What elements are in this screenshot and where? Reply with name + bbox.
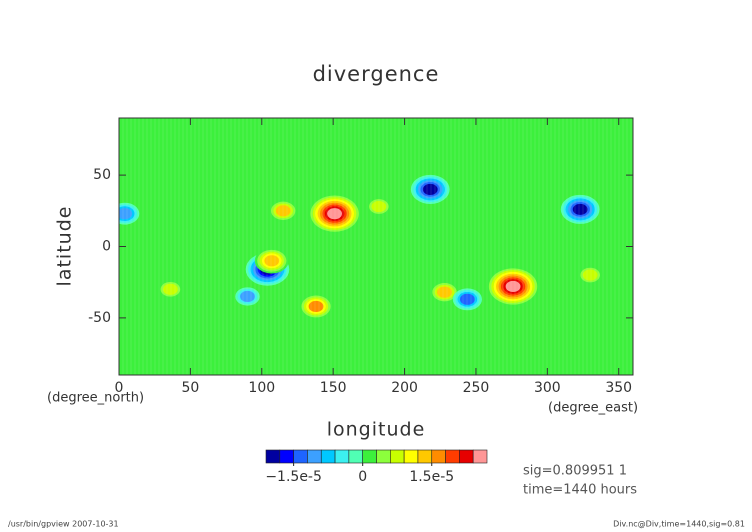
colorbar-box: [459, 449, 474, 464]
contour-region: [572, 203, 588, 215]
colorbar-tick-label: 1.5e-5: [409, 469, 454, 485]
y-tick-label: 0: [102, 239, 111, 255]
colorbar-box: [307, 449, 322, 464]
contour-region: [437, 286, 452, 298]
contour-region: [422, 183, 438, 195]
colorbar-box: [376, 449, 391, 464]
x-tick-label: 100: [248, 380, 275, 396]
x-tick-label: 300: [534, 380, 561, 396]
colorbar-box: [320, 449, 336, 464]
contour-region: [505, 280, 521, 293]
contour-region: [264, 255, 280, 267]
footer: /usr/bin/gpview 2007-10-31: [8, 520, 119, 529]
colorbar-box: [279, 449, 294, 464]
colorbar-box: [403, 449, 419, 464]
contour-region: [459, 293, 475, 305]
contour-region: [308, 300, 324, 313]
chart-title: divergence: [313, 62, 440, 86]
colorbar-box: [431, 449, 446, 464]
contour-region: [327, 208, 342, 220]
contour-region: [275, 205, 291, 217]
x-tick-label: 150: [320, 380, 347, 396]
contour-region: [582, 269, 598, 281]
contour-region: [163, 283, 178, 295]
colorbar-tick-label: 0: [358, 469, 367, 485]
x-tick-label: 50: [181, 380, 199, 396]
contour-region: [240, 290, 255, 303]
colorbar-box: [348, 449, 363, 464]
y-unit: (degree_north): [47, 391, 144, 406]
colorbar-box: [293, 449, 308, 464]
field: [119, 118, 633, 375]
y-tick-label: -50: [88, 310, 111, 326]
footer: Div.nc@Div,time=1440,sig=0.81: [613, 520, 745, 529]
field-background: [119, 118, 633, 375]
colorbar-box: [445, 449, 460, 464]
colorbar-box: [334, 449, 350, 464]
x-tick-label: 350: [605, 380, 632, 396]
colorbar-tick-label: −1.5e-5: [265, 469, 322, 485]
annotation: sig=0.809951 1: [523, 464, 627, 479]
colorbar-box: [390, 449, 405, 464]
x-tick-label: 0: [115, 380, 124, 396]
contour-region: [119, 208, 133, 220]
y-tick-label: 50: [93, 167, 111, 183]
x-axis-label: longitude: [327, 419, 426, 441]
contour-region: [371, 200, 387, 213]
colorbar-box: [265, 449, 281, 464]
x-tick-label: 200: [391, 380, 418, 396]
x-unit: (degree_east): [548, 401, 638, 416]
y-axis-label: latitude: [54, 206, 76, 287]
colorbar-box: [472, 449, 488, 464]
colorbar-box: [417, 449, 433, 464]
annotation: time=1440 hours: [523, 483, 637, 498]
x-tick-label: 250: [463, 380, 490, 396]
colorbar-box: [362, 449, 377, 464]
